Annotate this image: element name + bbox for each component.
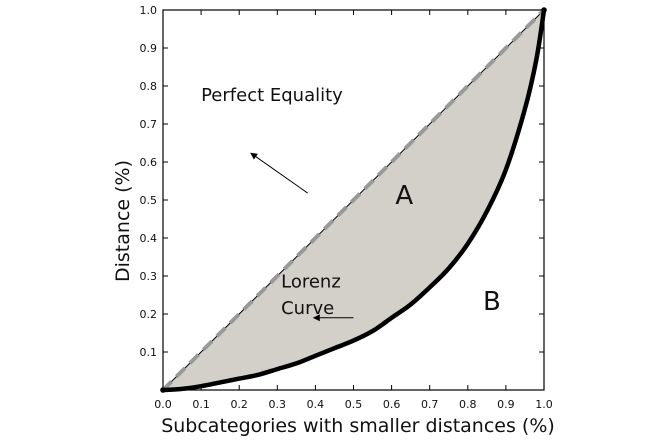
lorenz-curve [160, 7, 547, 393]
x-tick-label: 0.7 [421, 398, 439, 411]
equality-label-arrow [250, 152, 309, 194]
x-tick-label: 0.5 [345, 398, 363, 411]
y-tick-label: 1.0 [140, 4, 158, 17]
x-tick-label: 0.1 [192, 398, 210, 411]
equality-label: Perfect Equality [201, 85, 343, 106]
origin-point [160, 387, 166, 393]
equality-dashed-line [161, 8, 546, 392]
x-tick-label: 0.8 [459, 398, 477, 411]
x-tick-label: 0.6 [383, 398, 401, 411]
y-axis-label: Distance (%) [112, 160, 134, 282]
plot-layer: 0.0 0.1 0.2 0.3 0.4 0.5 0.6 0.7 0.8 0.9 1.0 0.1 0.2 0… [140, 4, 553, 411]
lorenz-label-line1: Lorenz [281, 271, 341, 292]
x-axis-label: Subcategories with smaller distances (%) [161, 415, 555, 437]
y-tick-label: 0.8 [140, 80, 158, 93]
y-tick-label: 0.7 [140, 118, 158, 131]
y-tick-label: 0.5 [140, 194, 158, 207]
y-tick-label: 0.3 [140, 270, 158, 283]
x-tick-label: 0.4 [307, 398, 325, 411]
region-a: A [395, 181, 413, 211]
lorenz-label-line2: Curve [281, 298, 334, 319]
y-tick-label: 0.2 [140, 308, 158, 321]
y-tick-label: 0.9 [140, 42, 158, 55]
region-b: B [483, 287, 501, 317]
x-tick-label: 0.0 [154, 398, 172, 411]
x-tick-label: 0.9 [497, 398, 515, 411]
end-point [541, 7, 547, 13]
y-tick-label: 0.1 [140, 346, 158, 359]
y-tick-label: 0.6 [140, 156, 158, 169]
x-tick-label: 1.0 [535, 398, 553, 411]
x-tick-label: 0.3 [269, 398, 287, 411]
y-tick-label: 0.4 [140, 232, 158, 245]
x-tick-label: 0.2 [230, 398, 248, 411]
